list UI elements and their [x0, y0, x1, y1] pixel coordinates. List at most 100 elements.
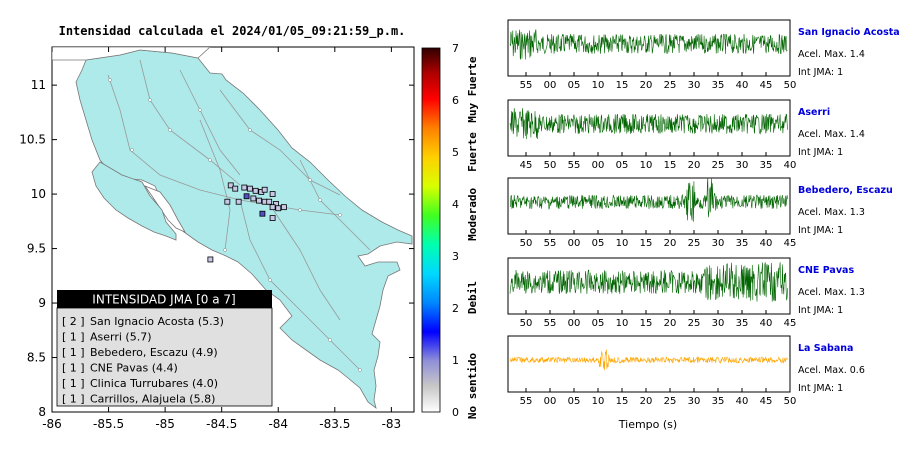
legend-entries: [ 2 ] San Ignacio Acosta (5.3) [ 1 ] Aserri… — [62, 315, 224, 406]
legend: INTENSIDAD JMA [0 a 7] [ 2 ] San Ignacio … — [56, 290, 273, 407]
waveform-int: Int JMA: 1 — [798, 383, 843, 394]
waveform-tick-label: 45 — [520, 160, 533, 171]
waveform-tick-label: 25 — [688, 238, 701, 249]
station-marker[interactable] — [247, 185, 253, 192]
station-marker[interactable] — [259, 210, 266, 217]
y-tick-label: 8.5 — [27, 351, 46, 365]
waveform-tick-label: 50 — [520, 238, 533, 249]
nicoya-peninsula — [91, 161, 177, 241]
waveform-tick-label: 35 — [736, 238, 749, 249]
station-marker[interactable] — [269, 191, 276, 197]
colorbar-gradient — [421, 47, 441, 413]
waveform-acel: Acel. Max. 1.4 — [798, 129, 865, 140]
waveform-tick-label: 05 — [592, 318, 605, 329]
station-marker[interactable] — [207, 256, 214, 263]
waveform-tick-label: 20 — [664, 238, 677, 249]
station-marker[interactable] — [232, 185, 239, 192]
waveform-tick-label: 15 — [640, 238, 653, 249]
waveform-trace — [509, 177, 788, 222]
stations-layer — [207, 182, 287, 263]
station-marker[interactable] — [269, 215, 276, 221]
waveform-tick-label: 00 — [568, 318, 581, 329]
waveform-tick-label: 15 — [616, 80, 629, 91]
waveform-trace — [509, 108, 788, 140]
station-marker[interactable] — [261, 186, 268, 193]
legend-level: [ 1 ] — [62, 393, 85, 406]
station-marker[interactable] — [235, 198, 242, 205]
colorbar-tick-label: 3 — [452, 250, 459, 263]
legend-title-box — [57, 290, 272, 308]
waveform-trace — [509, 349, 788, 371]
y-tick-label: 10.5 — [19, 133, 46, 147]
waveform-tick-label: 15 — [640, 318, 653, 329]
waveform-tick-label: 35 — [712, 396, 725, 407]
legend-body — [56, 307, 273, 407]
colorbar-tick-label: 6 — [452, 94, 459, 107]
y-tick-label: 9.5 — [27, 242, 46, 256]
waveform-tick-label: 45 — [784, 238, 797, 249]
waveform-tick-label: 50 — [544, 160, 557, 171]
colorbar-tick-label: 5 — [452, 146, 459, 159]
waveform-panel: 55 00 05 10 15 20 25 30 35 40 45 50 La Sabana Acel. M… — [507, 335, 865, 407]
y-tick-label: 8 — [38, 405, 46, 419]
colorbar-label: Moderado — [466, 188, 479, 241]
waveform-tick-label: 45 — [760, 396, 773, 407]
legend-level: [ 1 ] — [62, 377, 85, 390]
waveform-tick-label: 45 — [760, 80, 773, 91]
station-marker[interactable] — [227, 182, 234, 189]
x-tick-label: -85.5 — [93, 417, 124, 431]
waveform-int: Int JMA: 1 — [798, 225, 843, 236]
waveform-tick-label: 50 — [784, 80, 797, 91]
waveform-tick-label: 05 — [568, 396, 581, 407]
colorbar-tick-label: 2 — [452, 302, 459, 315]
legend-entry: Carrillos, Alajuela (5.8) — [90, 393, 215, 406]
waveform-tick-label: 15 — [616, 396, 629, 407]
station-marker[interactable] — [250, 195, 257, 202]
waveform-panel: 50 55 00 05 10 15 20 25 30 35 40 45 Bebedero, Escazu… — [507, 177, 893, 249]
legend-entry: Clinica Turrubares (4.0) — [90, 377, 218, 390]
legend-entry: CNE Pavas (4.4) — [90, 362, 178, 375]
waveform-tick-label: 00 — [592, 160, 605, 171]
waveform-tick-label: 25 — [712, 160, 725, 171]
waveform-station-name: San Ignacio Acosta — [798, 27, 900, 38]
waveform-acel: Acel. Max. 1.4 — [798, 49, 865, 60]
station-marker[interactable] — [224, 198, 231, 205]
legend-entry: San Ignacio Acosta (5.3) — [90, 315, 224, 328]
station-marker[interactable] — [275, 205, 282, 212]
waveform-tick-label: 55 — [568, 160, 581, 171]
towns — [108, 78, 362, 372]
waveform-tick-label: 10 — [592, 396, 605, 407]
waveform-tick-label: 45 — [784, 318, 797, 329]
y-tick-label: 10 — [31, 187, 46, 201]
waveform-station-name: Aserri — [798, 107, 830, 118]
legend-entry: Aserri (5.7) — [90, 331, 152, 344]
waveform-int: Int JMA: 1 — [798, 147, 843, 158]
waveform-tick-label: 00 — [544, 396, 557, 407]
station-marker[interactable] — [269, 204, 276, 211]
waveform-tick-label: 20 — [640, 396, 653, 407]
colorbar: 0 1 2 3 4 5 6 7 No sentido Debil Moderado Fuerte Mu… — [421, 42, 479, 419]
station-marker[interactable] — [256, 197, 262, 204]
waveform-tick-label: 40 — [736, 396, 749, 407]
waveform-station-name: La Sabana — [798, 343, 853, 354]
waveform-tick-label: 00 — [544, 80, 557, 91]
waveform-tick-label: 40 — [736, 80, 749, 91]
station-marker[interactable] — [252, 187, 259, 194]
colorbar-tick-label: 1 — [452, 354, 459, 367]
x-tick-label: -85 — [155, 417, 175, 431]
waveform-tick-label: 40 — [784, 160, 797, 171]
waveform-tick-label: 35 — [736, 318, 749, 329]
station-marker[interactable] — [281, 204, 287, 211]
waveform-tick-label: 55 — [544, 238, 557, 249]
waveform-tick-label: 00 — [568, 238, 581, 249]
legend-level: [ 1 ] — [62, 362, 85, 375]
waveform-tick-label: 55 — [520, 396, 533, 407]
station-marker[interactable] — [241, 184, 248, 191]
station-marker[interactable] — [266, 198, 273, 205]
legend-title: INTENSIDAD JMA [0 a 7] — [92, 293, 235, 307]
colorbar-ticks: 0 1 2 3 4 5 6 7 — [452, 42, 459, 419]
waveform-int: Int JMA: 1 — [798, 67, 843, 78]
waveform-tick-label: 10 — [640, 160, 653, 171]
waveform-xlabel: Tiempo (s) — [618, 418, 677, 431]
station-marker[interactable] — [243, 193, 250, 200]
